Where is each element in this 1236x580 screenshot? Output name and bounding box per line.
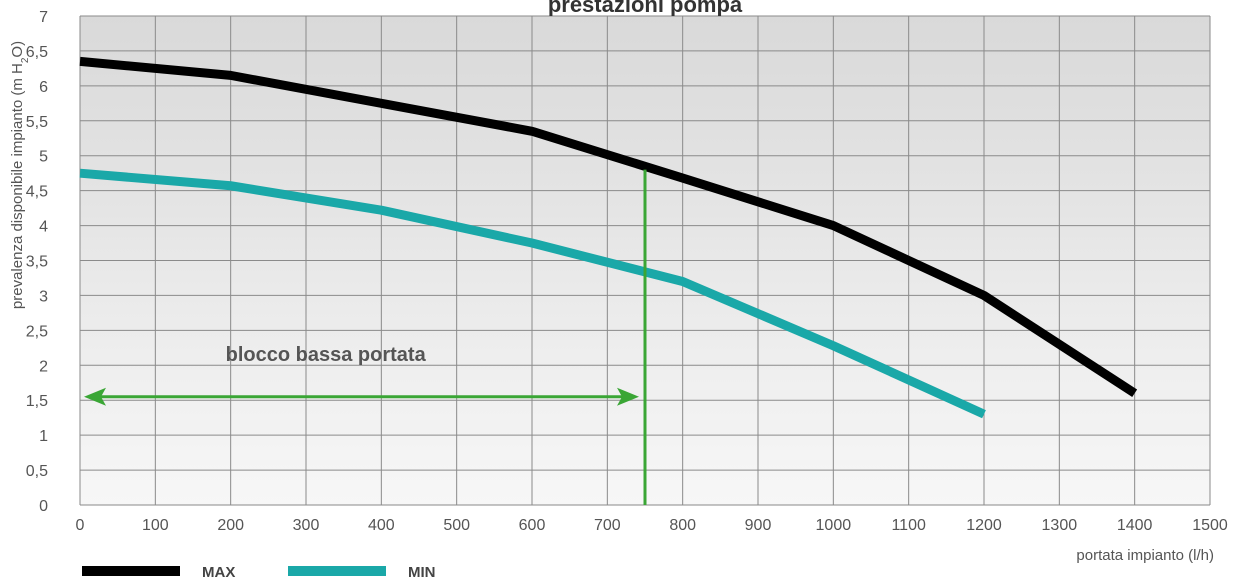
x-tick-label: 100: [142, 517, 169, 534]
x-tick-label: 300: [293, 517, 320, 534]
legend: MAX MIN: [82, 564, 436, 580]
arrowhead-left-icon: [84, 387, 106, 406]
x-tick-label: 400: [368, 517, 395, 534]
y-tick-label: 2: [39, 358, 48, 375]
x-tick-label: 0: [76, 517, 85, 534]
series-group: [79, 56, 1138, 419]
x-tick-label: 900: [745, 517, 772, 534]
y-tick-label: 6: [39, 79, 48, 96]
x-tick-labels: 0 100 200 300 400 500 600 700 800 900 1000 1100 1200…: [76, 517, 1228, 534]
x-tick-label: 700: [594, 517, 621, 534]
arrowhead-right-icon: [617, 387, 639, 406]
series-line-min: [79, 168, 986, 419]
annotation-label: blocco bassa portata: [226, 344, 427, 366]
x-tick-label: 1200: [966, 517, 1002, 534]
y-tick-label: 2,5: [26, 323, 48, 340]
x-tick-label: 1000: [816, 517, 852, 534]
x-tick-label: 500: [443, 517, 470, 534]
chart-title: prestazioni pompa: [548, 0, 743, 17]
x-tick-label: 1300: [1042, 517, 1078, 534]
x-tick-label: 1100: [891, 517, 926, 534]
x-tick-label: 600: [519, 517, 546, 534]
x-tick-label: 1500: [1192, 517, 1228, 534]
y-tick-label: 1: [39, 428, 48, 445]
y-tick-label: 4: [39, 219, 48, 236]
y-tick-labels: 0 0,5 1 1,5 2 2,5 3 3,5 4 4,5 5 5,5 6 6,5 7: [26, 9, 48, 515]
legend-label-min: MIN: [408, 564, 436, 580]
y-tick-label: 0,5: [26, 463, 48, 480]
y-tick-label: 1,5: [26, 393, 48, 410]
legend-swatch-max: [82, 566, 180, 576]
legend-swatch-min: [288, 566, 386, 576]
y-tick-label: 5: [39, 149, 48, 166]
y-tick-label: 5,5: [26, 114, 48, 131]
series-line-max: [79, 56, 1138, 398]
x-axis-label: portata impianto (l/h): [1076, 547, 1214, 564]
y-tick-label: 6,5: [26, 44, 48, 61]
y-axis-label: prevalenza disponibile impianto (m H2O): [9, 41, 31, 309]
y-tick-label: 4,5: [26, 184, 48, 201]
annotation-group: blocco bassa portata: [84, 169, 647, 505]
x-tick-label: 800: [669, 517, 696, 534]
legend-label-max: MAX: [202, 564, 235, 580]
y-tick-label: 0: [39, 498, 48, 515]
y-tick-label: 3,5: [26, 254, 48, 271]
y-tick-label: 7: [39, 9, 48, 26]
x-tick-label: 200: [217, 517, 244, 534]
x-tick-label: 1400: [1117, 517, 1153, 534]
y-tick-label: 3: [39, 288, 48, 305]
